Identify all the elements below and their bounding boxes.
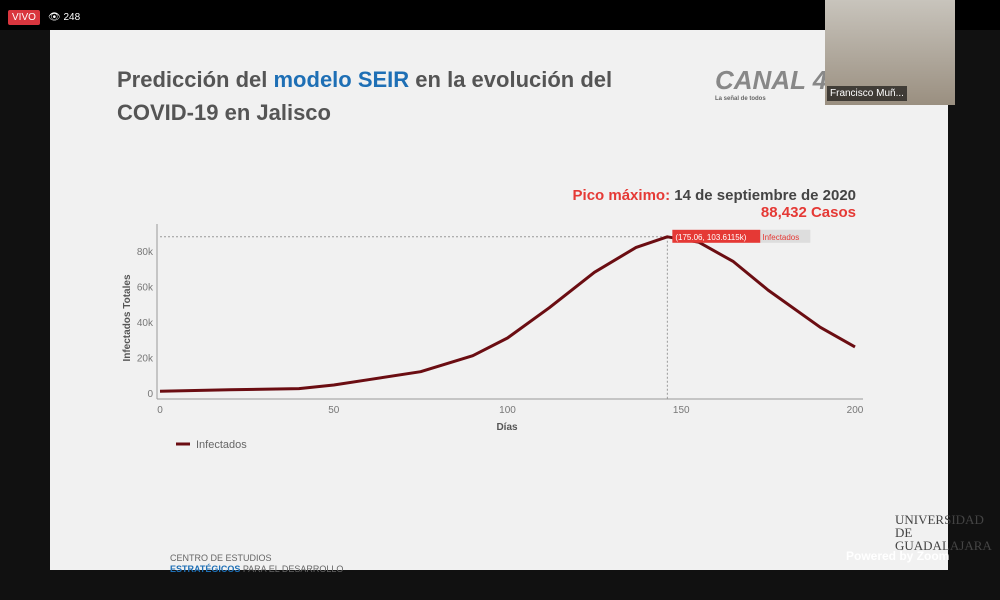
- participant-video[interactable]: Francisco Muñ...: [825, 0, 955, 105]
- viewer-count: 👁 248: [48, 12, 81, 23]
- live-badge: VIVO: [8, 10, 40, 25]
- zoom-watermark: Powered by Zoom: [846, 549, 950, 563]
- tooltip-box: [672, 229, 761, 243]
- x-tick-label: 50: [328, 405, 340, 416]
- tooltip-series: Infectados: [762, 233, 799, 242]
- x-tick-label: 0: [157, 405, 163, 416]
- series-line-infectados: [159, 235, 856, 393]
- cee-logo: CENTRO DE ESTUDIOS ESTRATÉGICOS PARA EL D…: [170, 553, 344, 574]
- x-axis-label: Días: [496, 422, 518, 433]
- y-tick-label: 0: [147, 389, 153, 400]
- slide: Predicción del modelo SEIR en la evoluci…: [50, 30, 992, 574]
- y-axis-label: Infectados Totales: [122, 274, 133, 361]
- viewer-count-value: 248: [63, 12, 81, 23]
- peak-annotation: Pico máximo: 14 de septiembre de 2020 88,…: [572, 187, 856, 221]
- tooltip-value: (175.06, 103.6115k): [675, 233, 746, 242]
- udg-logo: UNIVERSIDAD DE GUADALAJARA: [895, 512, 992, 553]
- y-tick-label: 40k: [137, 318, 154, 329]
- x-tick-label: 200: [847, 405, 864, 416]
- x-tick-label: 100: [499, 405, 516, 416]
- y-tick-label: 60k: [137, 283, 154, 294]
- x-tick-label: 150: [673, 405, 690, 416]
- channel-logo: CANAL 44 La señal de todos: [715, 65, 842, 102]
- y-tick-label: 80k: [137, 247, 154, 258]
- participant-name: Francisco Muñ...: [827, 86, 907, 101]
- legend-label: Infectados: [196, 439, 247, 451]
- slide-title: Predicción del modelo SEIR en la evoluci…: [117, 67, 613, 125]
- y-tick-label: 20k: [137, 354, 154, 365]
- tooltip-series-box: [760, 229, 811, 243]
